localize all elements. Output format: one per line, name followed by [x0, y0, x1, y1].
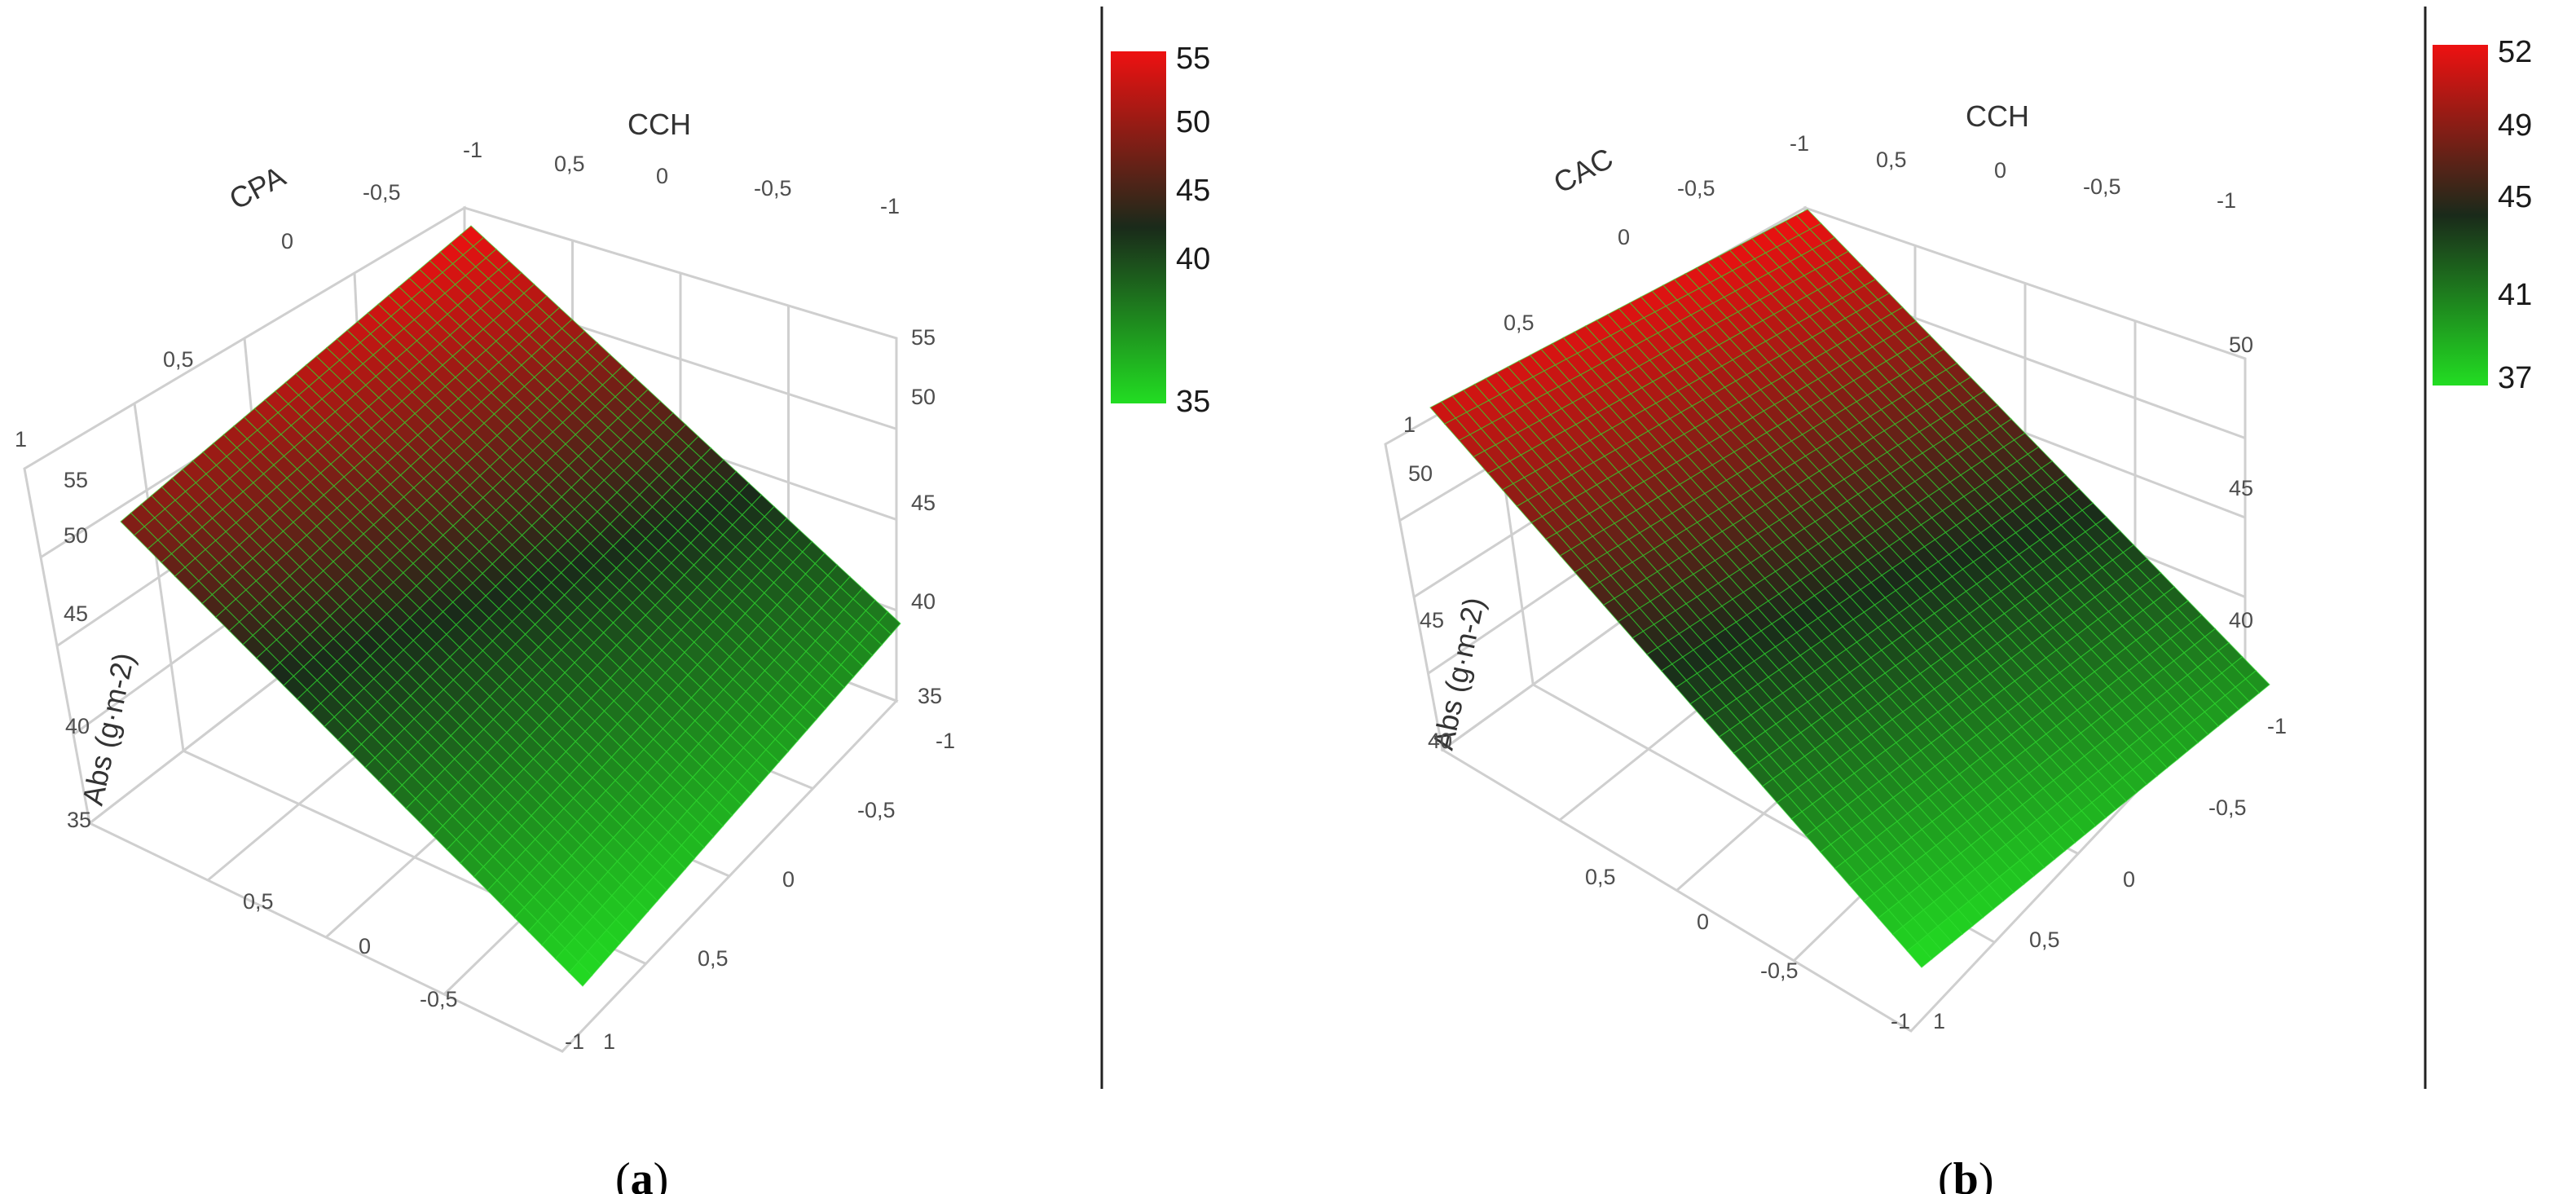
panel-a-front-tick-right: -0,5 — [857, 798, 896, 822]
panel-a-caption: (a) — [615, 1154, 668, 1194]
panel-b-x-tick: -0,5 — [1677, 176, 1715, 200]
panel-b-colorbar-tick: 49 — [2498, 108, 2532, 143]
panel-a-z-tick-right: 45 — [911, 491, 936, 515]
panel-a-surface — [120, 225, 901, 987]
panel-a-front-tick-right: 1 — [603, 1029, 615, 1054]
panel-a-x-tick: 0,5 — [163, 347, 194, 372]
panel-a-z-tick-right: 35 — [918, 684, 942, 708]
panel-b-z-tick-left: 40 — [1428, 729, 1452, 753]
panel-a-z-tick-left: 35 — [67, 808, 91, 832]
panel-b-x-tick: 0 — [1618, 225, 1630, 249]
panel-a-x-tick: 0 — [281, 229, 293, 253]
panel-a-z-tick-right: 50 — [911, 385, 936, 409]
panel-b-colorbar-tick: 37 — [2498, 361, 2532, 395]
panel-a-y-tick: 0,5 — [554, 152, 585, 176]
panel-b-front-tick-left: 0,5 — [1585, 865, 1616, 889]
panel-b: CAC CCH Abs (g·m-2) 1 0,5 0 -0,5 -1 0,5 … — [1384, 35, 2532, 1194]
panel-b-caption: (b) — [1938, 1154, 1993, 1194]
panel-b-z-tick-left: 50 — [1408, 461, 1433, 486]
panel-b-surface-cell — [2244, 670, 2270, 694]
panel-b-z-tick-right: 40 — [2229, 608, 2253, 632]
panel-b-z-tick-left: 45 — [1420, 608, 1444, 632]
panel-a-caption-letter: a — [631, 1154, 654, 1194]
panel-a-y-tick: -1 — [880, 194, 900, 218]
panel-a-surface-cell — [878, 610, 901, 635]
panel-a-front-tick-right: 0,5 — [698, 946, 729, 971]
panel-a-colorbar-tick: 40 — [1176, 242, 1210, 276]
panel-b-colorbar-tick: 45 — [2498, 180, 2532, 214]
panel-a-front-tick-right: 0 — [782, 867, 795, 892]
panel-a-front-tick-left: 0 — [359, 934, 371, 958]
panel-a-front-tick-right: -1 — [936, 729, 955, 753]
panel-b-x-tick: 0,5 — [1504, 311, 1535, 335]
panel-a-z-tick-right: 55 — [911, 325, 936, 350]
panel-b-y-tick: -0,5 — [2083, 174, 2121, 199]
panel-a-y-tick: -0,5 — [754, 176, 792, 200]
panel-b-surface — [1429, 209, 2270, 968]
panel-a-y-tick: 0 — [656, 164, 668, 188]
panel-b-y-axis-title: CCH — [1966, 99, 2029, 133]
panel-b-caption-letter: b — [1953, 1154, 1979, 1194]
panel-a-x-tick: 1 — [15, 427, 27, 452]
panel-b-front-tick-right: 1 — [1933, 1009, 1945, 1033]
panel-b-x-tick: 1 — [1403, 412, 1416, 437]
panel-a-front-tick-left: -1 — [565, 1029, 584, 1054]
panel-a-colorbar — [1111, 51, 1166, 403]
panel-a: CPA CCH Abs (g·m-2) 1 0,5 0 -0,5 -1 0,5 … — [15, 42, 1210, 1194]
panel-b-front-tick-right: 0,5 — [2029, 927, 2060, 952]
panel-b-x-axis-title: CAC — [1548, 141, 1618, 200]
panel-b-y-tick: -1 — [1790, 131, 1809, 156]
panel-a-colorbar-tick: 50 — [1176, 105, 1210, 139]
panel-a-z-tick-left: 40 — [65, 714, 90, 738]
panel-b-front-tick-left: 0 — [1697, 910, 1709, 934]
panel-b-front-tick-right: -1 — [2267, 714, 2287, 738]
panel-a-x-axis-title: CPA — [224, 159, 291, 216]
panel-a-z-tick-right: 40 — [911, 589, 936, 614]
panel-a-colorbar-tick: 35 — [1176, 385, 1210, 419]
panel-b-y-tick: 0 — [1994, 158, 2006, 183]
panel-b-y-tick: 0,5 — [1876, 148, 1907, 172]
panel-a-colorbar-tick: 45 — [1176, 174, 1210, 208]
panel-a-front-tick-left: -0,5 — [420, 987, 458, 1011]
panel-b-front-tick-left: -0,5 — [1760, 958, 1799, 983]
panel-b-front-tick-left: -1 — [1891, 1009, 1910, 1033]
panel-b-z-tick-right: 45 — [2229, 476, 2253, 500]
panel-a-z-tick-left: 55 — [64, 468, 88, 492]
panel-b-colorbar — [2433, 45, 2488, 386]
panel-a-front-tick-left: 0,5 — [243, 889, 274, 914]
panel-b-y-tick: -1 — [2217, 188, 2236, 213]
panel-b-front-tick-right: -0,5 — [2208, 795, 2247, 820]
panel-a-z-tick-left: 45 — [64, 601, 88, 626]
panel-b-front-tick-right: 0 — [2123, 867, 2135, 892]
panel-b-colorbar-tick: 41 — [2498, 278, 2532, 312]
panel-a-x-tick: -0,5 — [363, 180, 401, 205]
panel-a-z-tick-left: 50 — [64, 523, 88, 548]
panel-b-z-tick-right: 50 — [2229, 333, 2253, 357]
panel-b-colorbar-tick: 52 — [2498, 35, 2532, 69]
panel-a-colorbar-tick: 55 — [1176, 42, 1210, 76]
panel-a-y-axis-title: CCH — [627, 108, 691, 141]
panel-a-y-tick: -1 — [463, 138, 482, 162]
